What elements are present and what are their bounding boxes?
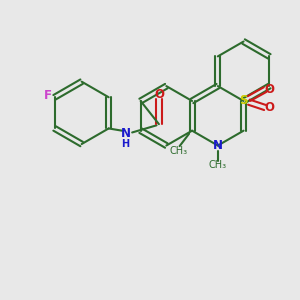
- Text: CH₃: CH₃: [169, 146, 187, 157]
- Text: N: N: [213, 139, 223, 152]
- Text: S: S: [239, 94, 248, 107]
- Text: F: F: [44, 89, 52, 102]
- Text: O: O: [264, 82, 274, 96]
- Text: O: O: [154, 88, 164, 100]
- Text: O: O: [264, 101, 274, 114]
- Text: H: H: [121, 139, 129, 149]
- Text: CH₃: CH₃: [209, 160, 227, 170]
- Text: N: N: [121, 127, 130, 140]
